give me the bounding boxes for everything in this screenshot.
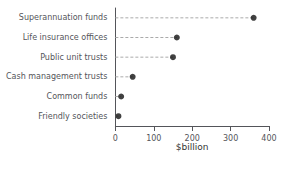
svg-text:Life insurance offices: Life insurance offices <box>23 33 108 42</box>
svg-text:Cash management trusts: Cash management trusts <box>6 72 107 81</box>
svg-text:0: 0 <box>113 134 118 143</box>
svg-text:$billion: $billion <box>176 142 209 152</box>
svg-text:Public unit trusts: Public unit trusts <box>40 53 107 62</box>
svg-text:100: 100 <box>146 134 161 143</box>
svg-text:Common funds: Common funds <box>47 92 108 101</box>
svg-text:Superannuation funds: Superannuation funds <box>19 13 108 22</box>
svg-text:200: 200 <box>185 134 200 143</box>
svg-text:300: 300 <box>223 134 238 143</box>
svg-text:Friendly societies: Friendly societies <box>38 112 107 121</box>
svg-text:400: 400 <box>261 134 276 143</box>
